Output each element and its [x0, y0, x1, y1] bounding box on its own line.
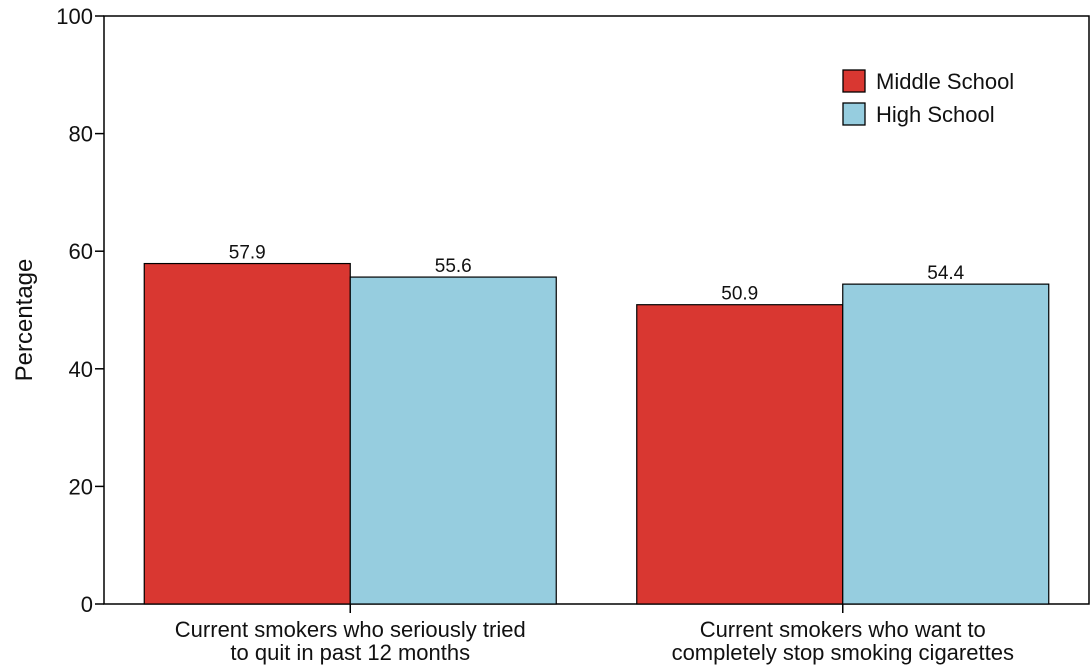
y-tick-label: 20: [69, 474, 93, 499]
legend-label: Middle School: [876, 69, 1014, 94]
x-category-label: Current smokers who want to: [700, 617, 986, 642]
bar-value-label: 55.6: [435, 256, 472, 277]
data-labels: 57.9 55.6 50.9 54.4: [229, 243, 965, 305]
plot-frame: [103, 15, 1090, 605]
bar-value-label: 50.9: [721, 284, 758, 305]
bar-high-school: [349, 276, 557, 605]
y-axis-label: Percentage: [11, 259, 38, 382]
y-tick-label: 100: [56, 4, 93, 29]
x-category-label: to quit in past 12 months: [230, 640, 470, 665]
bars: [143, 262, 1050, 605]
y-tick-label: 40: [69, 357, 93, 382]
bar-value-label: 54.4: [927, 263, 964, 284]
legend-swatch-high-school: [842, 102, 866, 126]
bar-value-label: 57.9: [229, 243, 266, 264]
legend-label: High School: [876, 102, 995, 127]
legend: Middle School High School: [842, 69, 1014, 127]
y-axis-ticks: 0 20 40 60 80 100: [56, 4, 104, 617]
bar-high-school: [842, 283, 1050, 605]
bar-middle-school: [143, 262, 351, 605]
x-category-label: Current smokers who seriously tried: [175, 617, 526, 642]
x-category-label: completely stop smoking cigarettes: [672, 640, 1014, 665]
y-tick-label: 0: [81, 592, 93, 617]
bar-middle-school: [636, 304, 844, 605]
y-tick-label: 60: [69, 239, 93, 264]
legend-swatch-middle-school: [842, 69, 866, 93]
axes: [103, 15, 1090, 605]
y-tick-label: 80: [69, 122, 93, 147]
